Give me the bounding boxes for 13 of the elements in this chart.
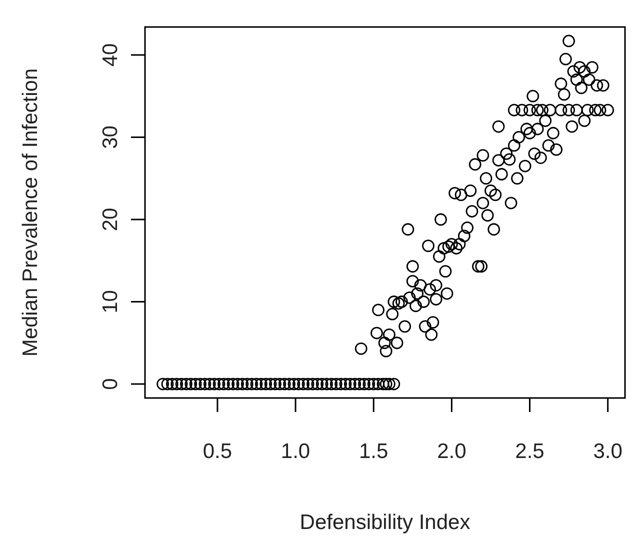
x-tick-label: 2.0 bbox=[437, 440, 466, 463]
y-tick-label: 0 bbox=[99, 378, 122, 390]
y-tick-label: 20 bbox=[99, 208, 122, 232]
y-tick-label: 10 bbox=[99, 290, 122, 314]
x-tick-label: 1.0 bbox=[280, 440, 310, 463]
x-tick-label: 1.5 bbox=[359, 440, 388, 463]
y-tick-label: 40 bbox=[99, 43, 122, 67]
x-tick-label: 2.5 bbox=[515, 440, 544, 463]
x-axis-title: Defensibility Index bbox=[300, 511, 471, 534]
y-axis-title: Median Prevalence of Infection bbox=[19, 68, 42, 357]
x-tick-label: 3.0 bbox=[593, 440, 622, 463]
x-tick-label: 0.5 bbox=[202, 440, 232, 463]
y-tick-label: 30 bbox=[99, 126, 122, 149]
